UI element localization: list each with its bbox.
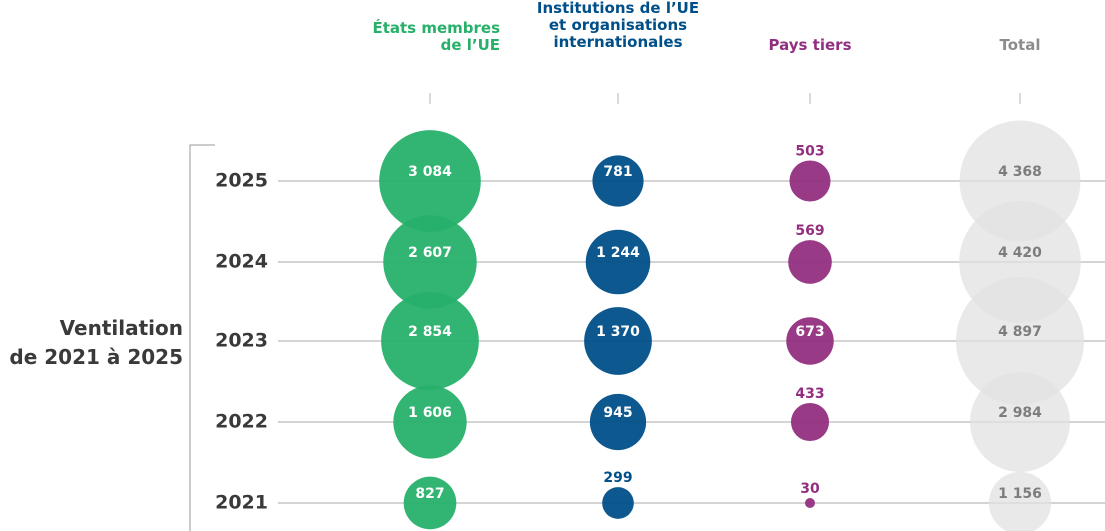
year-label: 2023 (215, 330, 268, 352)
value-label: 3 084 (408, 164, 452, 180)
year-label: 2025 (215, 170, 268, 192)
year-label: 2021 (215, 492, 268, 514)
year-label: 2024 (215, 251, 268, 273)
bracket (189, 144, 215, 531)
bubble (585, 229, 651, 295)
bubble (786, 317, 834, 365)
bubble (790, 402, 830, 442)
value-label: 30 (800, 481, 820, 497)
bubble (789, 160, 831, 202)
bubble (970, 372, 1070, 472)
bubble (403, 476, 457, 530)
value-label: 1 370 (596, 324, 640, 340)
series-header: Pays tiers (768, 36, 852, 54)
bubble (381, 292, 479, 390)
value-label: 2 607 (408, 245, 452, 261)
value-label: 4 368 (998, 164, 1042, 180)
bubble (788, 240, 832, 284)
bubble (592, 155, 644, 207)
value-label: 4 897 (998, 324, 1042, 340)
bubble (804, 497, 816, 509)
value-label: 299 (603, 470, 632, 486)
year-label: 2022 (215, 411, 268, 433)
bubble (393, 385, 467, 459)
value-label: 673 (795, 324, 824, 340)
bubble (988, 471, 1052, 531)
value-label: 503 (795, 143, 824, 159)
bubble (383, 215, 477, 309)
bubble (589, 393, 647, 451)
bubble (955, 276, 1085, 406)
value-label: 569 (795, 223, 824, 239)
bubble (584, 307, 652, 375)
value-label: 945 (603, 405, 632, 421)
value-label: 827 (415, 486, 444, 502)
value-label: 1 156 (998, 486, 1042, 502)
value-label: 2 984 (998, 405, 1042, 421)
bubble (379, 130, 481, 232)
y-axis-label: Ventilation de 2021 à 2025 (0, 314, 183, 372)
y-axis-label-line: Ventilation (59, 316, 183, 340)
value-label: 1 606 (408, 405, 452, 421)
series-header: Institutions de l’UE et organisations in… (536, 0, 700, 51)
y-axis-label-line: de 2021 à 2025 (9, 345, 183, 369)
bubble (602, 487, 634, 519)
series-header: Total (999, 36, 1041, 54)
value-label: 781 (603, 164, 632, 180)
value-label: 1 244 (596, 245, 640, 261)
value-label: 2 854 (408, 324, 452, 340)
series-header: États membres de l’UE (372, 19, 500, 54)
value-label: 4 420 (998, 245, 1042, 261)
value-label: 433 (795, 386, 824, 402)
